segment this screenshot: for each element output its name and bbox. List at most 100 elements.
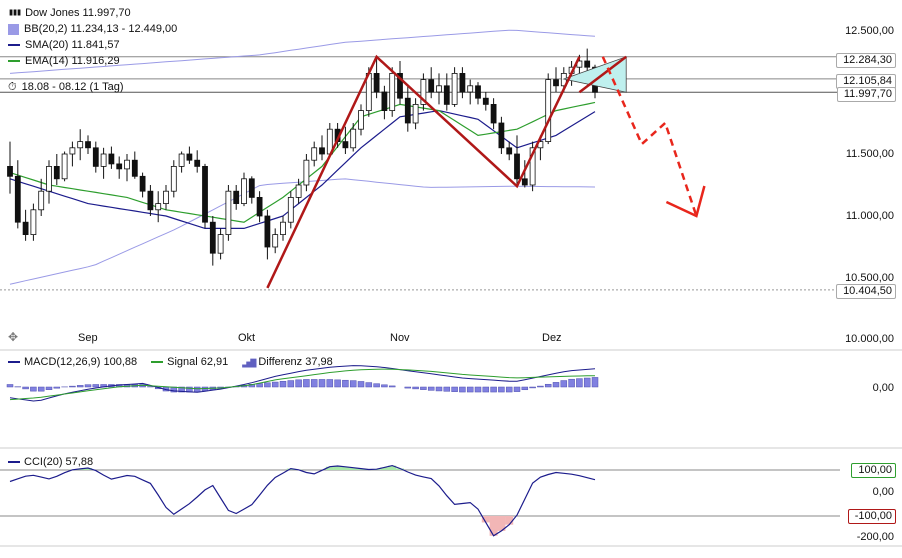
candle-body (514, 153, 520, 180)
candle-body (256, 196, 263, 217)
candle-body (389, 73, 396, 112)
price-tag-10404: 10.404,50 (836, 284, 896, 299)
candle-body (436, 85, 442, 93)
macd-hist-bar (427, 386, 435, 391)
cci-overbought-fill (333, 465, 342, 470)
macd-hist-bar (295, 379, 302, 388)
candle-body (506, 147, 513, 155)
candle-body (521, 178, 528, 186)
candle-body (124, 159, 130, 170)
macd-hist-bar (474, 386, 482, 393)
candle-body (350, 128, 357, 149)
cci-axis-100: 100,00 (851, 463, 896, 478)
candle-body (264, 215, 271, 248)
macd-hist-bar (435, 386, 443, 392)
candle-body (412, 104, 419, 124)
macd-hist-bar (37, 386, 45, 392)
candle-body (295, 184, 302, 198)
triangle-pattern (562, 56, 627, 93)
candle-body (467, 85, 474, 93)
price-axis-11500: 11.500,00 (845, 148, 894, 160)
month-dez: Dez (542, 332, 562, 344)
candle-body (482, 97, 489, 105)
macd-hist-bar (420, 386, 427, 390)
candles (7, 48, 598, 266)
candle-body (178, 153, 185, 167)
candle-body (443, 85, 450, 105)
cci-overbought-fill (286, 468, 295, 470)
macd-hist-bar (552, 382, 560, 388)
candle-body (155, 203, 162, 211)
macd-hist-bar (482, 386, 490, 393)
cci-overbought-fill (380, 467, 389, 470)
bb-upper (9, 29, 596, 74)
macd-hist-bar (529, 386, 536, 389)
macd-hist-bar (576, 378, 583, 388)
cci-panel (0, 464, 840, 537)
macd-hist-bar (591, 377, 599, 388)
macd-hist-bar (264, 382, 271, 388)
macd-hist-bar (69, 385, 76, 388)
candle-body (186, 153, 193, 161)
legend-title: Dow Jones 11.997,70 (25, 7, 131, 19)
macd-hist-bar (334, 379, 341, 388)
candle-body (139, 175, 146, 192)
macd-hist-bar (310, 379, 318, 388)
candle-body (553, 79, 559, 87)
candle-body (358, 110, 364, 130)
candle-body (147, 190, 154, 211)
sma-swatch (8, 44, 20, 46)
macd-hist-bar (498, 386, 505, 393)
candle-body (92, 147, 99, 167)
macd-hist-bar (303, 379, 310, 388)
candle-body (420, 79, 427, 105)
candle-body (131, 159, 138, 177)
candle-body (225, 190, 232, 235)
candle-body (194, 159, 201, 167)
cci-overbought-fill (341, 466, 350, 470)
candle-body (490, 104, 497, 124)
macd-hist-bar (490, 386, 497, 393)
histogram-icon: ▂▄▆ (242, 356, 256, 368)
macd-hist-bar (193, 386, 201, 393)
macd-hist-bar (271, 381, 279, 388)
macd-axis-zero: 0,00 (872, 382, 894, 394)
candle-body (373, 73, 380, 93)
price-tag-12105: 12.105,84 (836, 74, 896, 89)
macd-hist-bar (45, 386, 53, 390)
move-handle-icon[interactable]: ✥ (8, 330, 19, 344)
macd-hist-bar (388, 385, 396, 388)
macd-hist-bar (22, 386, 29, 390)
cci-overbought-fill (325, 466, 334, 470)
gridlines (0, 56, 902, 547)
macd-panel (6, 365, 599, 402)
candle-body (163, 190, 169, 204)
macd-legend: MACD(12,26,9) 100,88 Signal 62,91 ▂▄▆ Dif… (8, 356, 333, 368)
diff-label: Differenz 37,98 (258, 356, 333, 368)
w-pattern-lines (266, 54, 627, 289)
macd-hist-bar (568, 378, 575, 388)
cci-oversold-fill (489, 516, 498, 536)
candle-body (404, 97, 411, 124)
macd-hist-bar (505, 386, 513, 393)
macd-hist-bar (466, 386, 474, 393)
cci-line (9, 464, 596, 537)
bb-swatch (8, 23, 19, 35)
price-axis-10500: 10.500,00 (845, 272, 894, 284)
macd-hist-bar (76, 385, 84, 388)
candle-body (397, 73, 403, 99)
candle-body (30, 209, 37, 236)
candle-body (459, 73, 466, 93)
candle-body (77, 141, 84, 149)
ema-swatch (8, 60, 20, 62)
macd-hist-bar (537, 385, 544, 388)
bb-lower (9, 178, 596, 285)
candle-body (170, 165, 177, 192)
candle-body (100, 153, 107, 167)
candle-body (53, 165, 60, 180)
macd-hist-bar (443, 386, 451, 392)
candle-body (272, 234, 279, 248)
price-tag-11997: 11.997,70 (836, 87, 896, 102)
month-nov: Nov (390, 332, 410, 344)
signal-label: Signal 62,91 (167, 356, 229, 368)
